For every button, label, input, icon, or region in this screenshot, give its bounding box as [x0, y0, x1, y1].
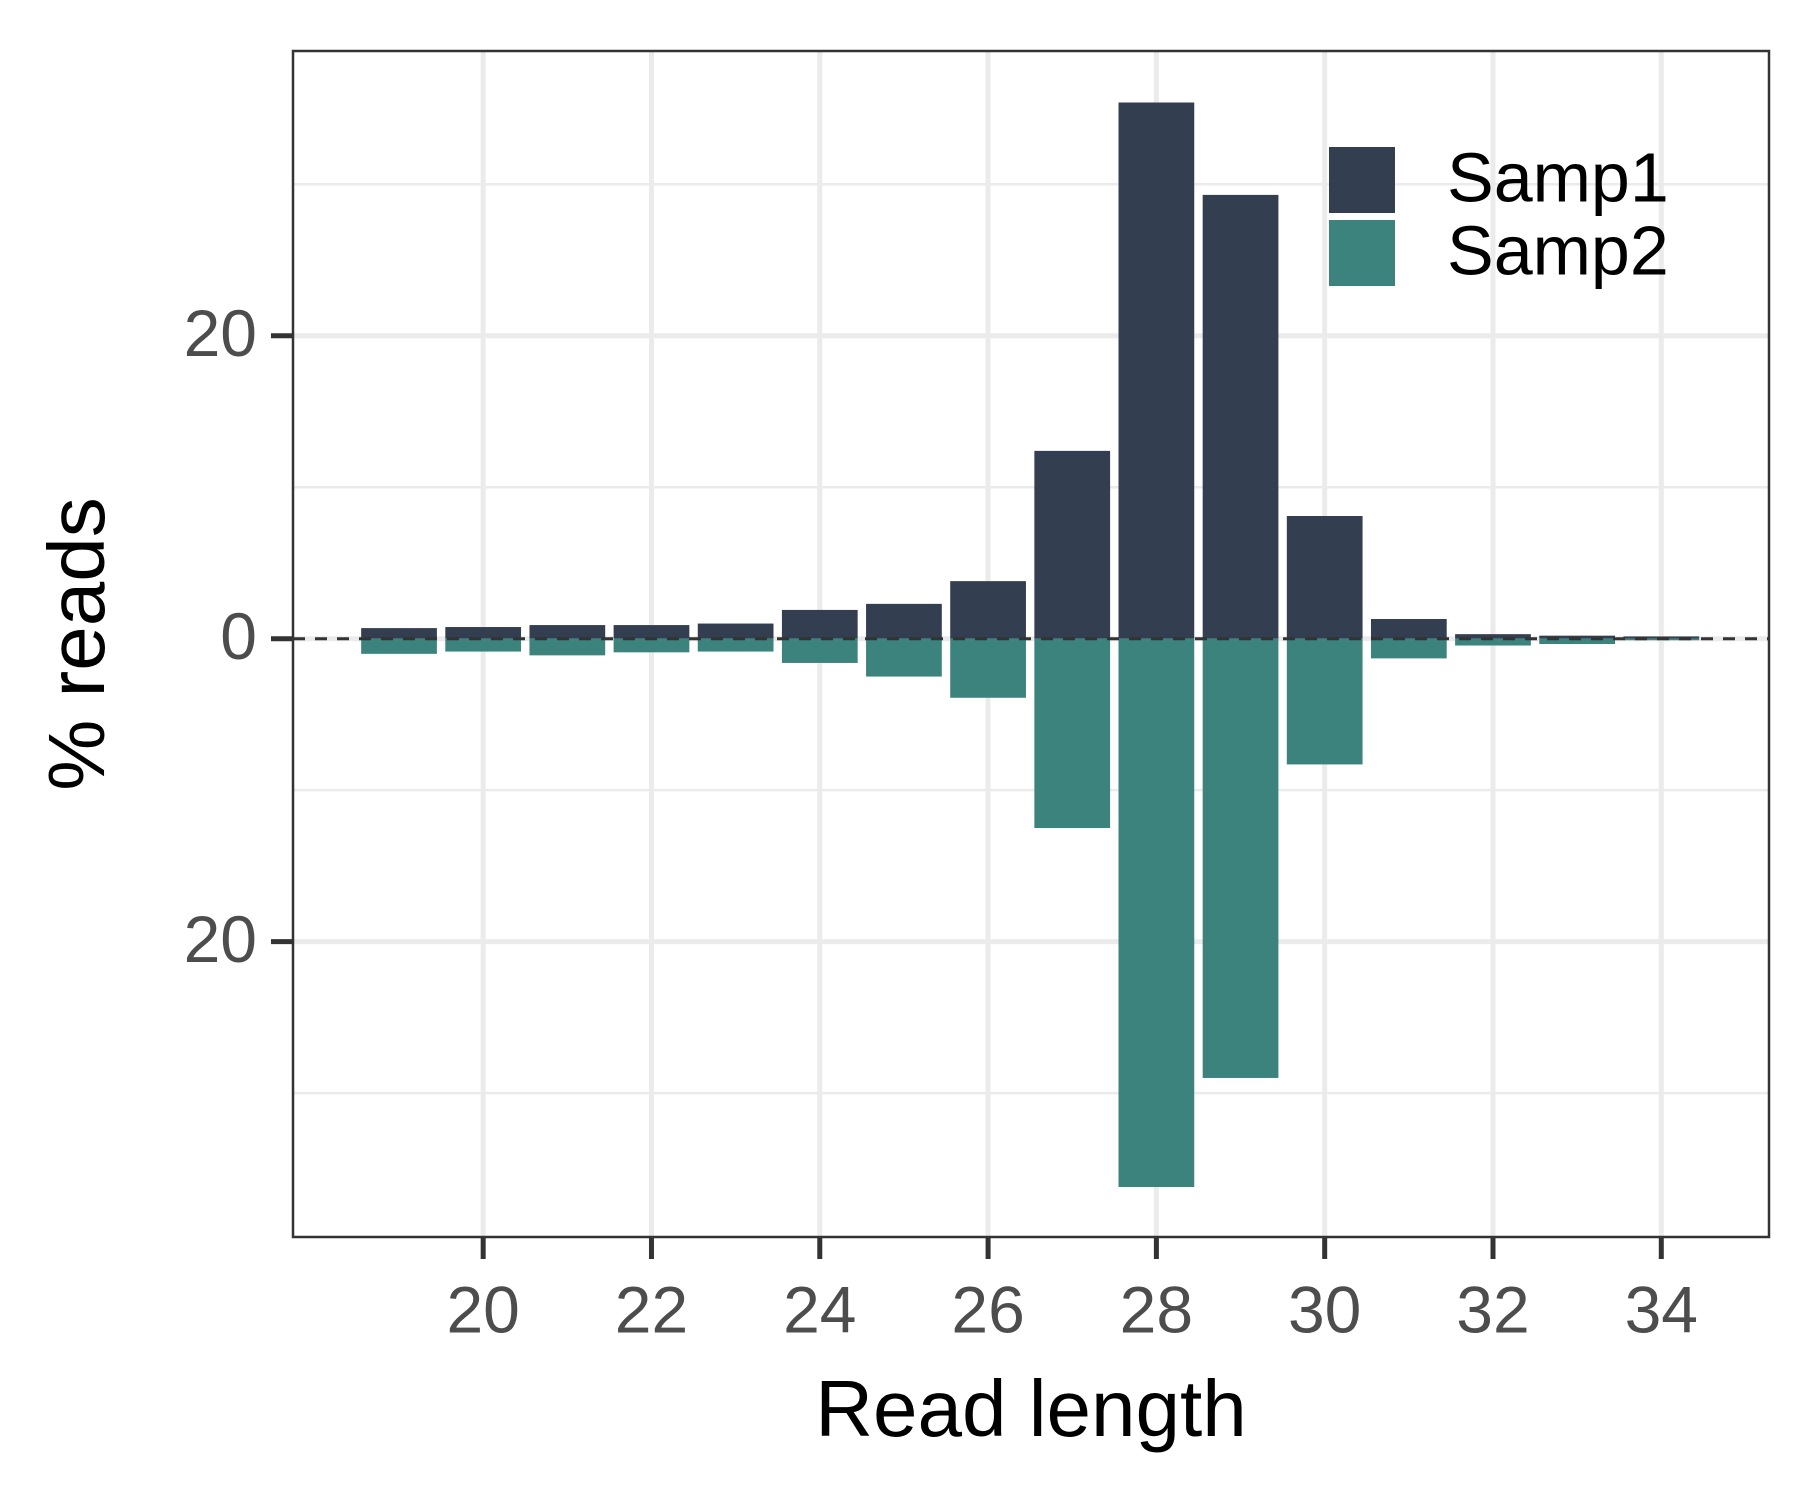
bar [1539, 638, 1616, 644]
x-tick-label: 34 [1625, 1272, 1698, 1346]
y-tick-label: 20 [184, 902, 257, 976]
bar [1034, 450, 1111, 639]
bar [1034, 638, 1111, 829]
x-axis-title: Read length [815, 1364, 1246, 1453]
bar [1286, 638, 1363, 765]
y-tick-label: 0 [220, 599, 257, 673]
bar [1286, 516, 1363, 639]
bar [361, 638, 437, 654]
bar [1455, 634, 1531, 639]
bar [781, 609, 858, 639]
bar [866, 603, 942, 639]
bar [950, 638, 1026, 698]
bar [445, 627, 522, 639]
y-tick-label: 20 [184, 296, 257, 370]
bar [950, 581, 1026, 639]
bar [445, 638, 522, 652]
bar [1455, 638, 1531, 646]
x-tick-label: 24 [783, 1272, 856, 1346]
legend-label: Samp2 [1447, 211, 1669, 289]
panel-border [291, 49, 1771, 1239]
x-tick-label: 30 [1288, 1272, 1361, 1346]
bar [1202, 194, 1279, 639]
bar [613, 625, 690, 639]
bar [529, 625, 606, 639]
bar [613, 638, 690, 653]
x-tick-label: 32 [1456, 1272, 1529, 1346]
bar [697, 638, 774, 652]
x-tick-label: 20 [446, 1272, 519, 1346]
legend-key [1329, 147, 1395, 213]
x-tick-label: 22 [615, 1272, 688, 1346]
bar [1370, 619, 1447, 639]
bar [361, 628, 437, 639]
bar [1202, 638, 1279, 1078]
bar [781, 638, 858, 663]
bar [1118, 102, 1195, 639]
legend-key [1329, 220, 1395, 286]
bar [866, 638, 942, 677]
bar [1118, 638, 1195, 1188]
x-tick-label: 28 [1120, 1272, 1193, 1346]
bar [1370, 638, 1447, 659]
y-axis-title: % reads [32, 497, 121, 790]
bar [1539, 635, 1616, 639]
bar [697, 623, 774, 639]
legend-label: Samp1 [1447, 138, 1669, 216]
bar [529, 638, 606, 656]
x-tick-label: 26 [951, 1272, 1024, 1346]
